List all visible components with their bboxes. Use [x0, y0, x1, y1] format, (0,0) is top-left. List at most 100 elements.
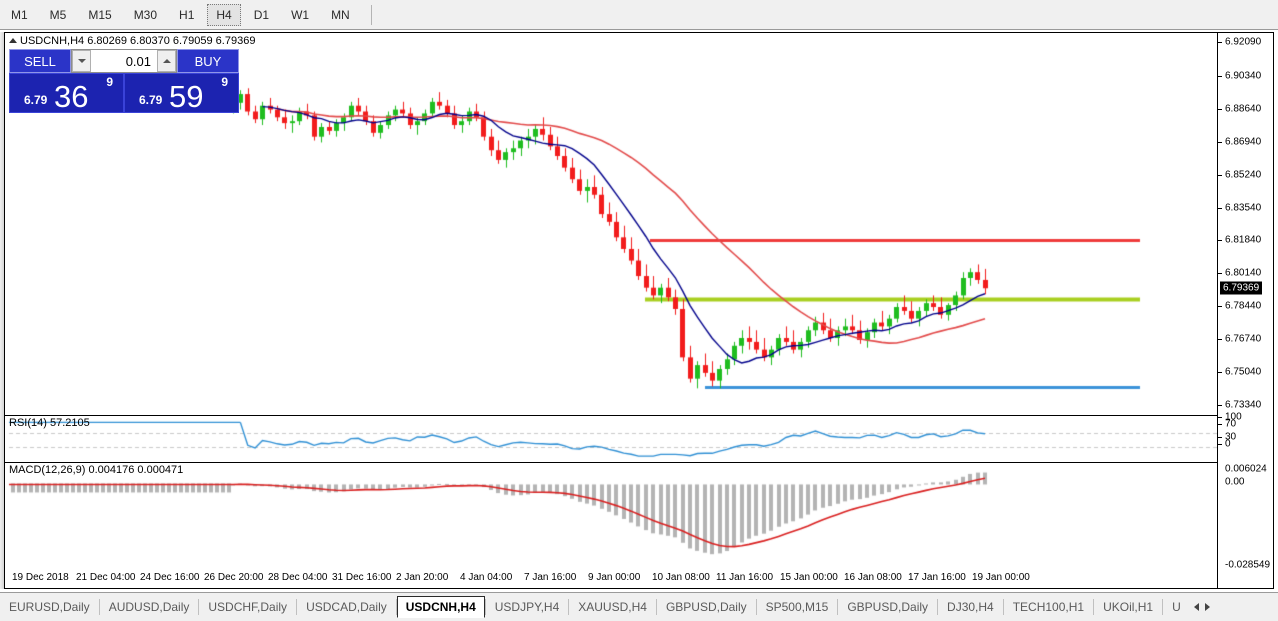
tab-scroll-arrows[interactable]: [1193, 603, 1216, 611]
timeframe-m15[interactable]: M15: [88, 7, 112, 22]
chart-tab-usdcad-daily[interactable]: USDCAD,Daily: [306, 600, 387, 614]
price-scale-label: 6.80140: [1225, 267, 1262, 279]
time-axis: 19 Dec 2018 21 Dec 04:00 24 Dec 16:00 26 De…: [4, 570, 1274, 590]
tab-divider: [655, 599, 657, 615]
tab-divider: [198, 599, 200, 615]
scroll-right-icon[interactable]: [1204, 603, 1210, 611]
volume-value[interactable]: 0.01: [91, 50, 157, 72]
buy-price-quote[interactable]: 6.79 59 9: [124, 73, 239, 114]
chart-tab-eurusd-daily[interactable]: EURUSD,Daily: [9, 600, 90, 614]
rsi-scale-label: 30: [1225, 431, 1237, 443]
tab-divider: [395, 599, 397, 615]
chart-tab-xauusd-h4[interactable]: XAUUSD,H4: [578, 600, 647, 614]
timeframe-h4[interactable]: H4: [207, 3, 241, 26]
rsi-tick: [1218, 437, 1222, 438]
time-axis-label: 17 Jan 16:00: [908, 572, 966, 583]
trade-panel-prices: 6.79 36 9 6.79 59 9: [9, 73, 239, 114]
sell-price-quote[interactable]: 6.79 36 9: [9, 73, 124, 114]
chart-tab-list: EURUSD,Daily AUDUSD,Daily USDCHF,Daily USDC…: [0, 596, 1190, 618]
current-price-label: 6.79369: [1220, 281, 1263, 295]
timeframe-w1[interactable]: W1: [291, 7, 310, 22]
timeframe-m30[interactable]: M30: [133, 7, 158, 22]
timeframe-mn[interactable]: MN: [331, 7, 350, 22]
price-tick: [1218, 108, 1222, 110]
chart-area[interactable]: USDCNH,H4 6.80269 6.80370 6.79059 6.7936…: [4, 32, 1274, 589]
price-scale-label: 6.76740: [1225, 333, 1262, 345]
chart-tab-usdcnh-h4[interactable]: USDCNH,H4: [396, 596, 485, 618]
price-scale-label: 6.86940: [1225, 136, 1262, 148]
chevron-up-icon: [162, 59, 171, 63]
rsi-pane[interactable]: RSI(14) 57.2105: [5, 415, 1273, 462]
chart-tab-u[interactable]: U: [1172, 600, 1181, 614]
tab-divider: [1002, 599, 1004, 615]
chart-tab-usdjpy-h4[interactable]: USDJPY,H4: [494, 600, 560, 614]
sell-price-fraction: 9: [106, 75, 113, 89]
chart-tab-usdchf-daily[interactable]: USDCHF,Daily: [208, 600, 288, 614]
chart-tab-ukoil-h1[interactable]: UKOil,H1: [1103, 600, 1154, 614]
tab-divider: [1162, 599, 1164, 615]
macd-scale-label: -0.028549: [1225, 559, 1271, 571]
price-tick: [1218, 405, 1222, 406]
tab-divider: [98, 599, 100, 615]
chart-tab-tech100-h1[interactable]: TECH100,H1: [1012, 600, 1085, 614]
rsi-canvas: [5, 416, 1273, 461]
toolbar-empty-area: [378, 0, 1278, 29]
price-tick: [1218, 273, 1222, 275]
time-axis-label: 28 Dec 04:00: [268, 572, 328, 583]
ohlc-text: USDCNH,H4 6.80269 6.80370 6.79059 6.7936…: [20, 35, 256, 47]
timeframe-m5[interactable]: M5: [49, 7, 67, 22]
rsi-scale-label: 100: [1225, 411, 1242, 423]
timeframe-d1[interactable]: D1: [253, 7, 270, 22]
buy-price-big: 59: [169, 79, 204, 114]
chart-tab-sp500-m15[interactable]: SP500,M15: [765, 600, 829, 614]
buy-price-prefix: 6.79: [139, 93, 163, 107]
time-axis-label: 9 Jan 00:00: [588, 572, 641, 583]
price-pane[interactable]: USDCNH,H4 6.80269 6.80370 6.79059 6.7936…: [5, 33, 1273, 414]
chart-tab-audusd-daily[interactable]: AUDUSD,Daily: [108, 600, 190, 614]
price-tick: [1218, 75, 1222, 77]
macd-scale-label: 0.006024: [1225, 463, 1267, 475]
price-scale-label: 6.92090: [1225, 36, 1262, 48]
volume-increase-button[interactable]: [157, 50, 176, 72]
macd-label: MACD(12,26,9) 0.004176 0.000471: [9, 464, 184, 476]
time-axis-label: 21 Dec 04:00: [76, 572, 136, 583]
timeframe-toolbar: M1 M5 M15 M30 H1 H4 D1 W1 MN: [0, 0, 1278, 30]
trade-panel-top-row: SELL 0.01 BUY: [9, 49, 239, 73]
chevron-down-icon: [77, 59, 86, 63]
price-scale-label: 6.81840: [1225, 234, 1262, 246]
chart-tab-gbpusd-daily[interactable]: GBPUSD,Daily: [665, 600, 747, 614]
price-tick: [1218, 174, 1222, 176]
time-axis-label: 19 Dec 2018: [12, 572, 69, 583]
macd-pane[interactable]: MACD(12,26,9) 0.004176 0.000471: [5, 462, 1273, 561]
time-axis-label: 11 Jan 16:00: [716, 572, 774, 583]
timeframe-m1[interactable]: M1: [11, 7, 28, 22]
chart-tab-dj30-h4[interactable]: DJ30,H4: [947, 600, 994, 614]
volume-decrease-button[interactable]: [72, 50, 91, 72]
price-scale[interactable]: 6.92090 6.90340 6.88640 6.86940 6.85240 6.835…: [1217, 33, 1273, 588]
chart-expand-icon[interactable]: [9, 38, 17, 43]
tab-divider: [1093, 599, 1095, 615]
buy-price-fraction: 9: [221, 75, 228, 89]
time-axis-label: 24 Dec 16:00: [140, 572, 200, 583]
sell-button[interactable]: SELL: [9, 49, 71, 73]
time-axis-label: 15 Jan 00:00: [780, 572, 838, 583]
buy-button[interactable]: BUY: [177, 49, 239, 73]
chart-scroll-gutter[interactable]: [0, 32, 4, 589]
rsi-scale-label: 0: [1225, 438, 1231, 450]
price-tick: [1218, 240, 1222, 242]
one-click-trading-panel[interactable]: SELL 0.01 BUY 6.79 36 9 6.79: [9, 49, 239, 114]
rsi-tick: [1218, 444, 1222, 445]
time-axis-label: 26 Dec 20:00: [204, 572, 264, 583]
price-scale-label: 6.90340: [1225, 70, 1262, 82]
scroll-left-icon[interactable]: [1193, 603, 1199, 611]
tab-divider: [937, 599, 939, 615]
volume-input[interactable]: 0.01: [71, 49, 177, 73]
price-tick: [1218, 306, 1222, 308]
price-tick: [1218, 42, 1222, 43]
time-axis-label: 16 Jan 08:00: [844, 572, 902, 583]
timeframe-h1[interactable]: H1: [179, 7, 195, 22]
chart-tab-gbpusd-daily[interactable]: GBPUSD,Daily: [847, 600, 929, 614]
macd-scale-label: 0.00: [1225, 476, 1245, 488]
tab-divider: [296, 599, 298, 615]
